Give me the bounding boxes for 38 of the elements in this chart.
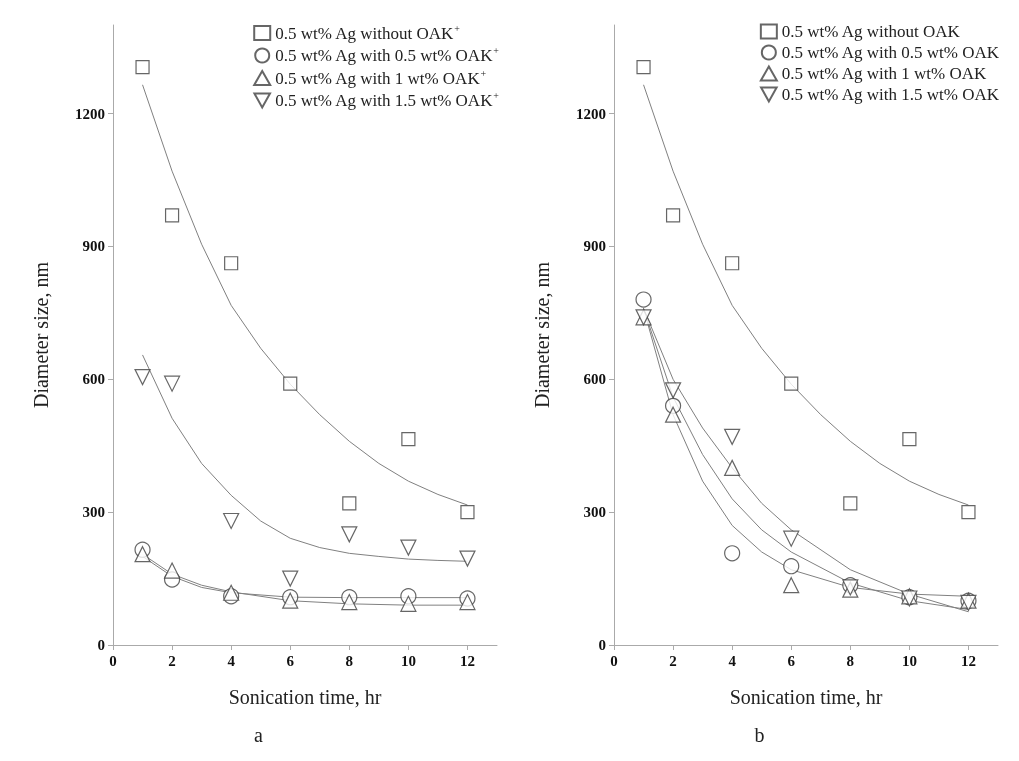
x-tick-label: 12 [960,652,976,669]
x-axis-title: Sonication time, hr [729,686,883,708]
x-tick-label: 6 [286,652,295,669]
y-tick-label: 0 [97,637,105,653]
x-tick-label: 10 [901,652,917,669]
y-tick-label: 900 [82,238,105,255]
x-axis-title: Sonication time, hr [228,686,382,708]
x-tick-label: 2 [669,652,677,669]
y-tick-label: 1200 [75,105,105,122]
y-tick-label: 1200 [576,105,606,122]
x-tick-label: 0 [109,652,117,669]
x-tick-label: 0 [610,652,618,669]
legend-label: 0.5 wt% Ag without OAK+ [275,22,461,43]
y-tick-label: 300 [82,504,105,521]
x-tick-label: 6 [787,652,796,669]
x-tick-label: 10 [400,652,416,669]
legend-label: 0.5 wt% Ag without OAK [781,22,961,41]
y-tick-label: 900 [583,238,606,255]
x-tick-label: 4 [227,652,236,669]
legend-label: 0.5 wt% Ag with 0.5 wt% OAK+ [275,45,500,65]
y-tick-label: 600 [583,371,606,388]
legend-label: 0.5 wt% Ag with 1 wt% OAK [781,64,988,83]
x-tick-label: 8 [345,652,354,669]
x-tick-label: 12 [459,652,475,669]
x-tick-label: 4 [728,652,737,669]
y-tick-label: 300 [583,504,606,521]
y-axis-title: Diameter size, nm [531,261,553,409]
x-tick-label: 2 [168,652,176,669]
y-axis-title: Diameter size, nm [30,261,52,409]
legend-label: 0.5 wt% Ag with 1.5 wt% OAK+ [275,90,500,110]
text: b [754,724,765,746]
x-tick-label: 8 [846,652,855,669]
legend-label: 0.5 wt% Ag with 0.5 wt% OAK [781,43,1000,62]
legend-label: 0.5 wt% Ag with 1 wt% OAK+ [275,67,487,88]
text: a [254,724,264,746]
legend-label: 0.5 wt% Ag with 1.5 wt% OAK [781,85,1000,104]
y-tick-label: 600 [82,371,105,388]
y-tick-label: 0 [598,637,606,653]
